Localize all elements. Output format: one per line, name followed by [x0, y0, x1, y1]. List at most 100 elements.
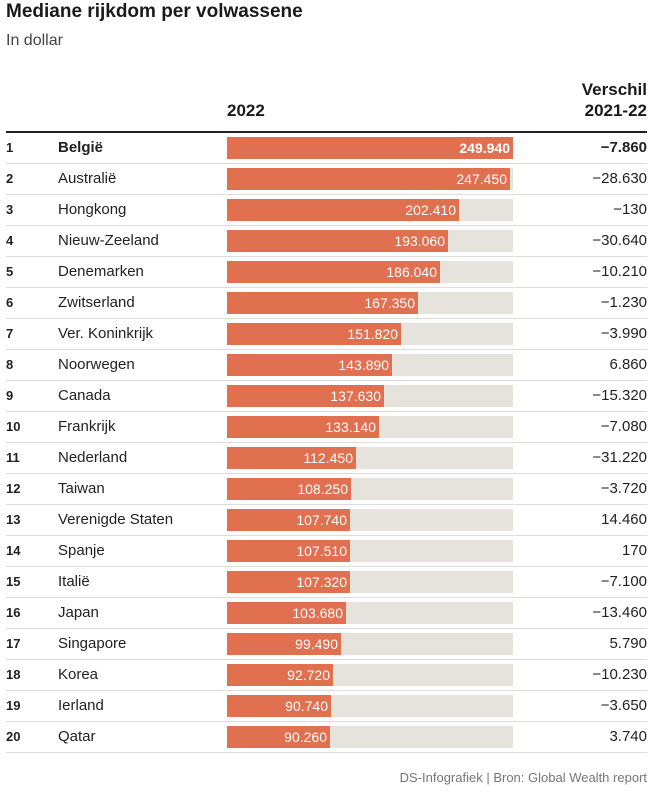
- difference-value: −10.210: [592, 263, 647, 280]
- difference-value: −1.230: [600, 294, 647, 311]
- bar: [227, 168, 510, 190]
- bar: [227, 447, 356, 469]
- bar-track: 247.450: [227, 168, 513, 190]
- bar-track: 193.060: [227, 230, 513, 252]
- rank-number: 17: [6, 636, 21, 651]
- country-label: Ver. Koninkrijk: [58, 325, 154, 342]
- bar-track: 108.250: [227, 478, 513, 500]
- bar-value-label: 99.490: [295, 636, 338, 652]
- rank-number: 2: [6, 171, 14, 186]
- rank-number: 15: [6, 574, 21, 589]
- bar: [227, 354, 392, 376]
- bar-value-label: 202.410: [405, 202, 456, 218]
- bar: [227, 571, 350, 593]
- bar-value-label: 92.720: [287, 667, 330, 683]
- difference-value: −7.080: [600, 418, 647, 435]
- table-row: 17 Singapore 99.490 5.790: [6, 629, 647, 660]
- difference-value: −13.460: [592, 604, 647, 621]
- country-label: Korea: [58, 666, 99, 683]
- country-label: Australië: [58, 170, 117, 187]
- country-label: Canada: [58, 387, 111, 404]
- table-row: 20 Qatar 90.260 3.740: [6, 722, 647, 753]
- bar-track: 137.630: [227, 385, 513, 407]
- country-label: Nederland: [58, 449, 128, 466]
- bar: [227, 602, 346, 624]
- bar: [227, 540, 350, 562]
- difference-value: −3.650: [600, 697, 647, 714]
- bar-value-label: 112.450: [303, 450, 353, 466]
- bar-track: 99.490: [227, 633, 513, 655]
- bar: [227, 664, 333, 686]
- table-row: 3 Hongkong 202.410 −130: [6, 195, 647, 226]
- bar-value-label: 107.510: [296, 543, 347, 559]
- chart-title: Mediane rijkdom per volwassene: [6, 1, 303, 22]
- bar-value-label: 90.740: [285, 698, 328, 714]
- difference-value: −7.100: [600, 573, 647, 590]
- source-credit: DS-Infografiek | Bron: Global Wealth rep…: [399, 770, 647, 785]
- bar-value-label: 247.450: [456, 171, 507, 187]
- bar-track: 103.680: [227, 602, 513, 624]
- rank-number: 1: [6, 140, 14, 155]
- rank-number: 14: [6, 543, 21, 558]
- country-label: Spanje: [58, 542, 105, 559]
- rank-number: 5: [6, 264, 14, 279]
- country-label: Verenigde Staten: [58, 511, 174, 528]
- difference-value: 6.860: [609, 356, 647, 373]
- bar-track: 107.740: [227, 509, 513, 531]
- country-label: Ierland: [58, 697, 104, 714]
- difference-value: −130: [613, 201, 647, 218]
- bar-value-label: 108.250: [297, 481, 348, 497]
- table-row: 10 Frankrijk 133.140 −7.080: [6, 412, 647, 443]
- bar-track: 143.890: [227, 354, 513, 376]
- bar-track: 151.820: [227, 323, 513, 345]
- country-label: Nieuw-Zeeland: [58, 232, 159, 249]
- column-header-difference: Verschil 2021-22: [582, 79, 647, 121]
- bar-track: 92.720: [227, 664, 513, 686]
- bar: [227, 478, 351, 500]
- chart-subtitle: In dollar: [6, 32, 63, 49]
- rank-number: 4: [6, 233, 14, 248]
- rank-number: 3: [6, 202, 14, 217]
- bar-value-label: 151.820: [347, 326, 398, 342]
- bar: [227, 292, 418, 314]
- table-row: 1 België 249.940 −7.860: [6, 133, 647, 164]
- bar: [227, 230, 448, 252]
- table-row: 2 Australië 247.450 −28.630: [6, 164, 647, 195]
- table-row: 12 Taiwan 108.250 −3.720: [6, 474, 647, 505]
- bar-value-label: 143.890: [338, 357, 389, 373]
- column-header-difference-line2: 2021-22: [584, 101, 647, 120]
- difference-value: −3.720: [600, 480, 647, 497]
- table-row: 16 Japan 103.680 −13.460: [6, 598, 647, 629]
- bar-value-label: 167.350: [364, 295, 415, 311]
- column-header-difference-line1: Verschil: [581, 80, 647, 99]
- rank-number: 13: [6, 512, 21, 527]
- column-header-year: 2022: [227, 101, 265, 120]
- country-label: Hongkong: [58, 201, 127, 218]
- ranking-table: 1 België 249.940 −7.860 2 Australië 247.450 −28…: [6, 133, 647, 753]
- country-label: Singapore: [58, 635, 127, 652]
- bar-track: 90.260: [227, 726, 513, 748]
- table-row: 5 Denemarken 186.040 −10.210: [6, 257, 647, 288]
- difference-value: 14.460: [601, 511, 647, 528]
- country-label: Japan: [58, 604, 99, 621]
- rank-number: 12: [6, 481, 21, 496]
- bar-value-label: 193.060: [394, 233, 445, 249]
- table-row: 18 Korea 92.720 −10.230: [6, 660, 647, 691]
- difference-value: −15.320: [592, 387, 647, 404]
- country-label: Noorwegen: [58, 356, 135, 373]
- table-row: 19 Ierland 90.740 −3.650: [6, 691, 647, 722]
- rank-number: 18: [6, 667, 21, 682]
- bar-track: 167.350: [227, 292, 513, 314]
- table-row: 15 Italië 107.320 −7.100: [6, 567, 647, 598]
- rank-number: 6: [6, 295, 14, 310]
- bar-track: 107.320: [227, 571, 513, 593]
- country-label: Frankrijk: [58, 418, 116, 435]
- bar-value-label: 103.680: [292, 605, 343, 621]
- table-row: 4 Nieuw-Zeeland 193.060 −30.640: [6, 226, 647, 257]
- header-divider: [6, 131, 647, 133]
- rank-number: 20: [6, 729, 21, 744]
- rank-number: 7: [6, 326, 14, 341]
- bar-track: 249.940: [227, 137, 513, 159]
- rank-number: 9: [6, 388, 14, 403]
- difference-value: −28.630: [592, 170, 647, 187]
